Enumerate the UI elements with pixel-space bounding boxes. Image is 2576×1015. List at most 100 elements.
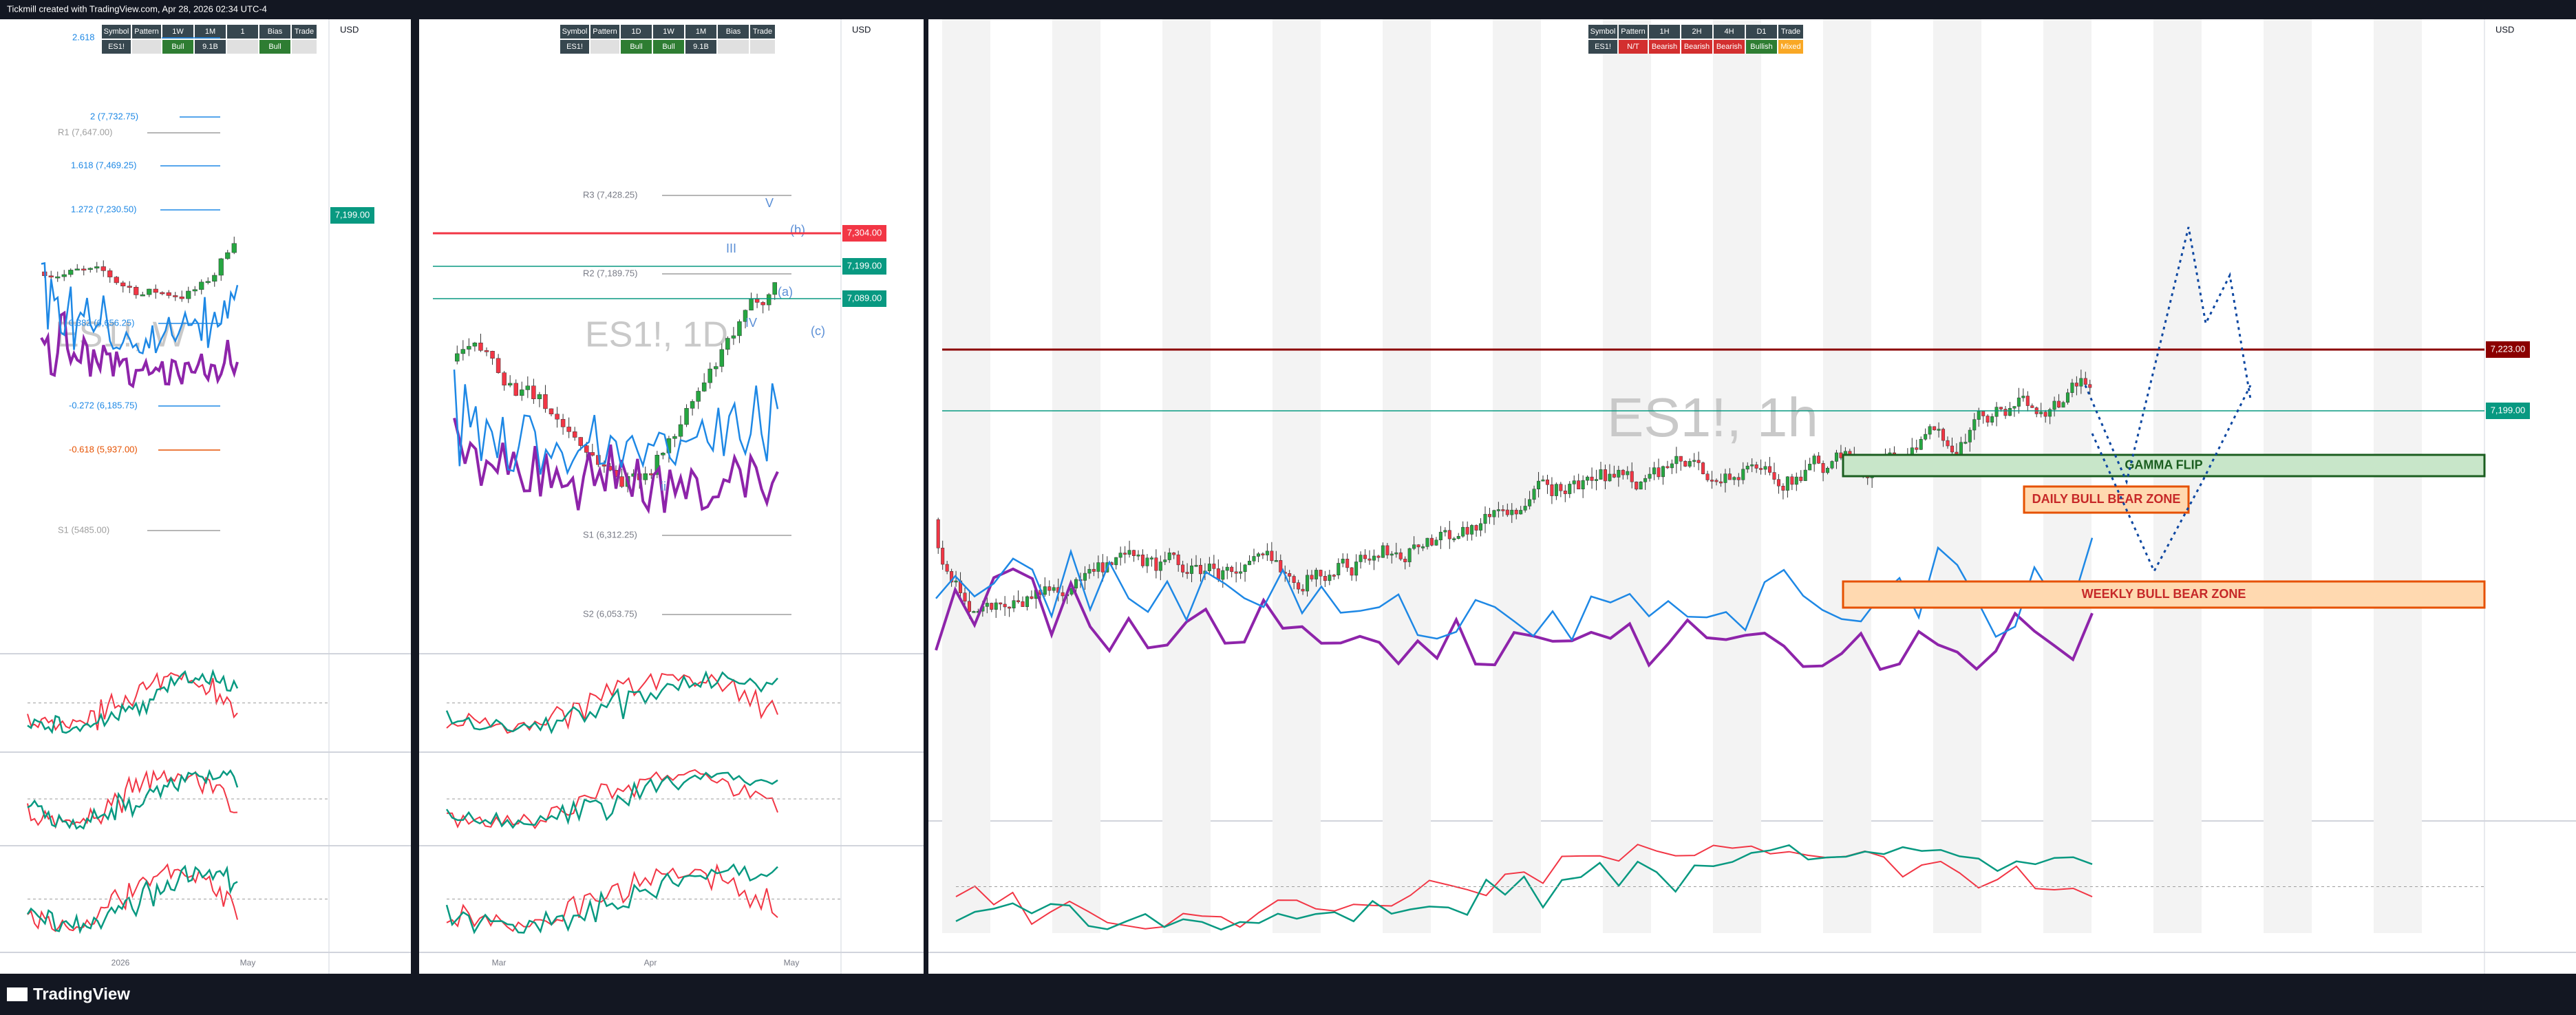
candle [212, 275, 217, 282]
candle [1438, 531, 1443, 541]
candle [1452, 538, 1456, 540]
candle [1683, 461, 1688, 467]
candle [1603, 469, 1607, 482]
indicator-line [445, 670, 778, 735]
candle [719, 349, 725, 367]
candle [1750, 464, 1754, 467]
candle [1768, 466, 1772, 473]
candle [1763, 466, 1767, 470]
candle [672, 436, 677, 439]
footer: TradingView [7, 985, 130, 1003]
indicator-line [27, 668, 239, 734]
indicator-line [955, 844, 2093, 930]
price-tag [842, 225, 886, 242]
table-header: D1 [1756, 28, 1766, 36]
candle [1003, 603, 1007, 608]
candle [1510, 509, 1514, 515]
price-tag-label: 7,199.00 [847, 260, 882, 270]
candle [1416, 544, 1420, 548]
candle [1505, 509, 1509, 515]
candle [654, 455, 660, 475]
candle [1114, 557, 1118, 566]
candle [68, 270, 74, 275]
candle [743, 310, 748, 322]
candle [1781, 486, 1785, 491]
candle [48, 275, 54, 278]
level-label: R3 (7,428.25) [583, 189, 638, 200]
level-label: S1 (6,312.25) [583, 529, 637, 539]
candle [1052, 587, 1056, 591]
table-header-cell [132, 25, 161, 39]
currency-label: USD [2495, 24, 2514, 34]
candle [100, 266, 106, 271]
candle [1648, 473, 1652, 479]
table-header: 1W [663, 28, 674, 36]
candle [1047, 586, 1052, 591]
candle [1599, 469, 1603, 480]
candle [578, 437, 583, 446]
candle [994, 602, 998, 610]
level-label: R1 (7,647.00) [58, 127, 113, 137]
time-label: Apr [644, 958, 657, 968]
table-header-cell [1588, 25, 1617, 39]
projection-path [2084, 226, 2252, 485]
candle [1999, 407, 2003, 409]
candle [1608, 473, 1612, 482]
candle [1372, 555, 1376, 561]
candle [1661, 466, 1665, 478]
zone-label: DAILY BULL BEAR ZONE [2032, 492, 2181, 506]
price-tag [330, 207, 374, 224]
candle [140, 294, 145, 297]
candle [1030, 596, 1034, 599]
candle [513, 383, 518, 396]
candle [1568, 484, 1572, 494]
indicator-line [453, 370, 779, 476]
candle [120, 282, 126, 287]
candle [1701, 462, 1705, 474]
candle [1910, 447, 1914, 455]
candle [1670, 463, 1674, 469]
table-header-cell [292, 25, 317, 39]
table-header: 1M [696, 28, 706, 36]
candle [1977, 411, 1981, 420]
candle [1532, 489, 1536, 500]
candle [1821, 463, 1825, 473]
table-value: Bull [630, 43, 642, 51]
candle [1915, 447, 1919, 450]
candle [1118, 553, 1122, 558]
price-tag [2486, 341, 2530, 358]
level-label: 1.618 (7,469.25) [71, 160, 136, 170]
candle [1429, 537, 1434, 546]
candle [602, 464, 607, 467]
table-cell [1778, 40, 1803, 54]
level-label: S1 (5485.00) [58, 524, 109, 535]
footer-logo: TradingView [33, 985, 130, 1003]
candle [2008, 407, 2012, 416]
table-cell [621, 40, 652, 54]
candle [766, 294, 771, 306]
indicator-line [27, 670, 238, 731]
candle [1456, 535, 1460, 539]
zone [1842, 453, 2486, 478]
candle [2012, 406, 2016, 409]
level-label: -0.272 (6,185.75) [69, 400, 138, 410]
candle [1696, 460, 1701, 463]
candle [1470, 525, 1474, 535]
candle [1149, 557, 1153, 559]
candle [460, 349, 466, 354]
candle [1692, 460, 1696, 462]
candle [1635, 481, 1639, 490]
session-shade [1273, 19, 1321, 933]
table-header: 1D [631, 28, 641, 36]
indicator-line [40, 310, 239, 389]
candle [1443, 530, 1447, 533]
candle [1794, 476, 1798, 485]
candle [1234, 571, 1238, 574]
level-label: 2.618 [72, 32, 95, 42]
candle [1407, 548, 1412, 562]
candle [2088, 384, 2092, 388]
table-value: Mixed [1780, 43, 1800, 51]
candle [1434, 539, 1438, 546]
candle [1270, 551, 1274, 562]
